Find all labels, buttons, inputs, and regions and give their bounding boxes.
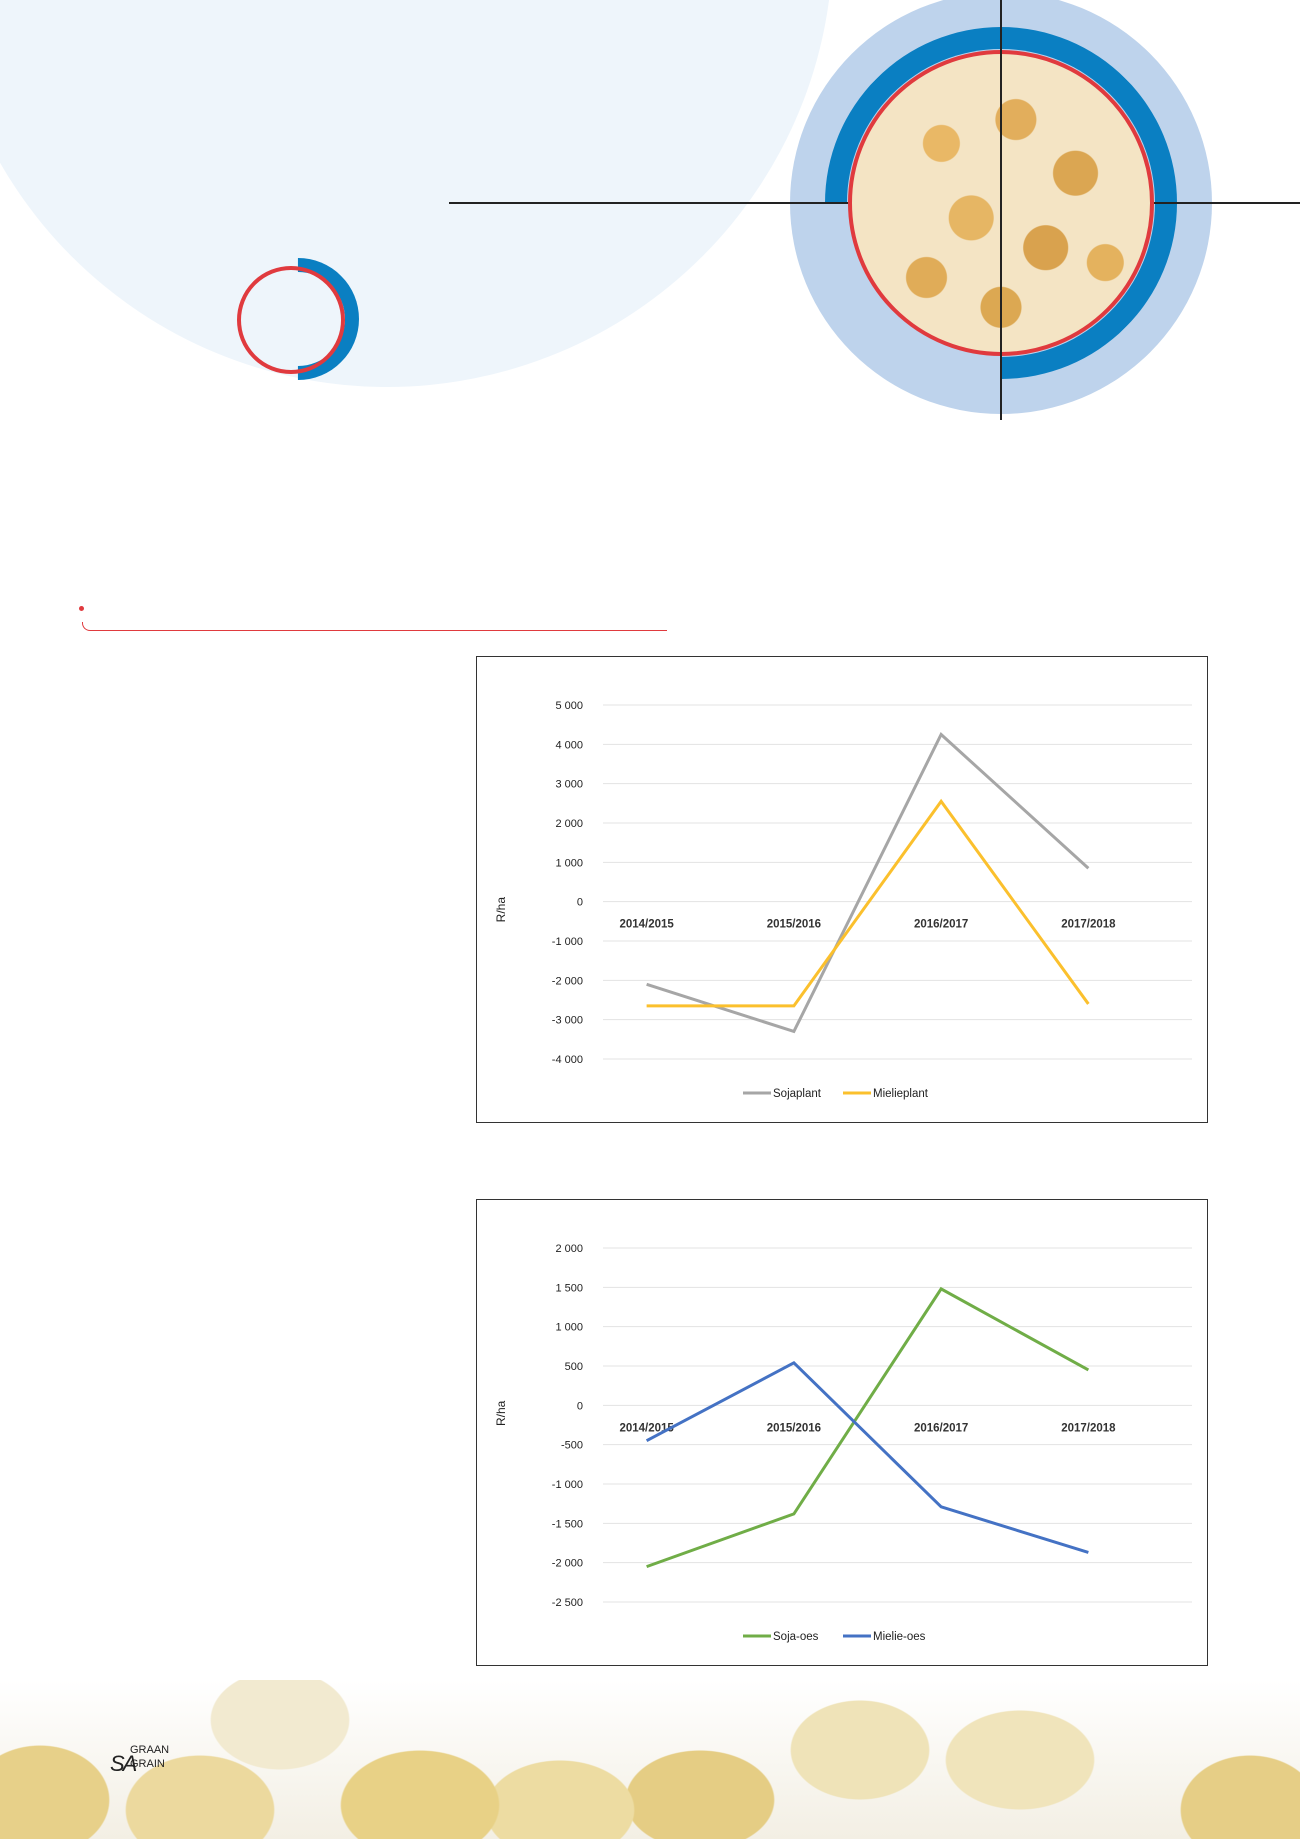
y-tick-label: 500 xyxy=(565,1361,583,1373)
y-tick-label: 2 000 xyxy=(555,1243,583,1255)
y-tick-label: -2 500 xyxy=(552,1597,583,1609)
accent-dot xyxy=(79,606,84,611)
y-tick-label: 0 xyxy=(577,1400,583,1412)
x-category-label: 2017/2018 xyxy=(1061,1422,1116,1434)
chart-harvest-svg: 2 000 1 500 1 000 500 0 -500 -1 000 -1 500 -2 00… xyxy=(494,1243,1192,1643)
series-line-mielie-oes xyxy=(645,1361,1089,1554)
y-tick-label: -3 000 xyxy=(552,1015,583,1027)
y-tick-label: 0 xyxy=(577,897,583,909)
x-category-label: 2016/2017 xyxy=(914,919,968,931)
y-axis-label: R/ha xyxy=(494,897,508,923)
y-tick-label: -500 xyxy=(561,1440,583,1452)
y-tick-label: 1 500 xyxy=(555,1282,583,1294)
chart-planting-svg: 5 000 4 000 3 000 2 000 1 000 0 -1 000 -2 000 -3… xyxy=(494,700,1192,1100)
legend-label: Sojaplant xyxy=(773,1088,822,1100)
logo-graan: GRAAN xyxy=(130,1744,170,1756)
series-line-sojaplant xyxy=(646,732,1090,1034)
y-tick-label: -2 000 xyxy=(552,975,583,987)
y-tick-label: -1 500 xyxy=(552,1518,583,1530)
x-category-label: 2015/2016 xyxy=(767,919,821,931)
chart-harvest: 2 000 1 500 1 000 500 0 -500 -1 000 -1 500 -2 00… xyxy=(476,1199,1208,1666)
y-tick-label: -4 000 xyxy=(552,1054,583,1066)
small-ring-red xyxy=(237,266,345,374)
series-line-soja-oes xyxy=(646,1286,1090,1569)
footer-soybeans-image xyxy=(0,1680,1300,1839)
crosshair-vertical-line xyxy=(1000,0,1002,420)
legend-label: Mielieplant xyxy=(873,1088,929,1100)
chart-planting: 5 000 4 000 3 000 2 000 1 000 0 -1 000 -2 000 -3… xyxy=(476,656,1208,1123)
legend-label: Mielie-oes xyxy=(873,1631,926,1643)
logo-sa: SA xyxy=(110,1751,137,1776)
y-tick-label: -2 000 xyxy=(552,1558,583,1570)
y-tick-label: -1 000 xyxy=(552,1479,583,1491)
y-tick-label: 3 000 xyxy=(555,779,583,791)
x-category-label: 2016/2017 xyxy=(914,1422,968,1434)
y-tick-label: 1 000 xyxy=(555,857,583,869)
x-category-label: 2014/2015 xyxy=(619,1422,674,1434)
logo-grain: GRAIN xyxy=(130,1758,165,1770)
x-category-label: 2015/2016 xyxy=(767,1422,821,1434)
legend-label: Soja-oes xyxy=(773,1631,819,1643)
y-tick-label: 2 000 xyxy=(555,818,583,830)
y-tick-label: 5 000 xyxy=(555,700,583,712)
x-category-label: 2017/2018 xyxy=(1061,919,1116,931)
series-line-mielieplant xyxy=(646,798,1090,1008)
y-axis-label: R/ha xyxy=(494,1400,508,1426)
accent-line xyxy=(82,622,667,631)
decorative-circle xyxy=(0,0,833,387)
x-category-label: 2014/2015 xyxy=(619,919,674,931)
y-tick-label: 4 000 xyxy=(555,739,583,751)
y-tick-label: -1 000 xyxy=(552,936,583,948)
y-tick-label: 1 000 xyxy=(555,1322,583,1334)
